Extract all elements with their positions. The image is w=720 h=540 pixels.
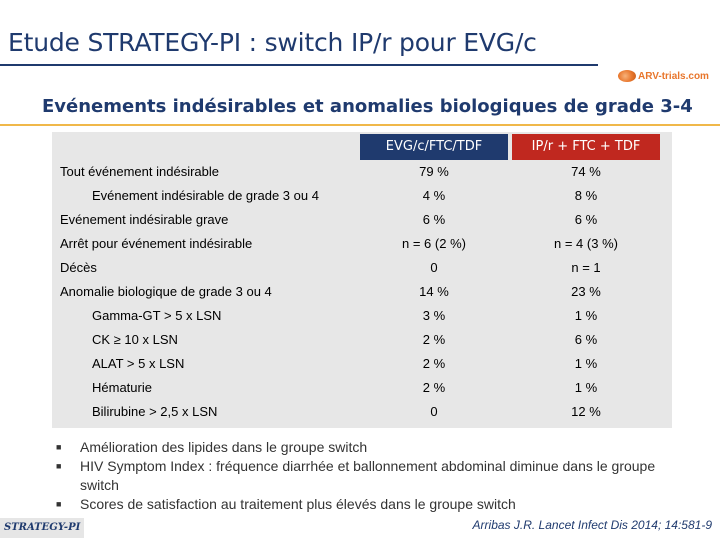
row-label: Arrêt pour événement indésirable bbox=[60, 236, 253, 251]
logo-text: ARV-trials.com bbox=[638, 70, 709, 82]
citation: Arribas J.R. Lancet Infect Dis 2014; 14:… bbox=[472, 518, 712, 532]
table-row: Anomalie biologique de grade 3 ou 4 14 % 2… bbox=[0, 282, 720, 302]
row-label: CK ≥ 10 x LSN bbox=[92, 332, 178, 347]
subtitle: Evénements indésirables et anomalies bio… bbox=[42, 96, 693, 117]
bullet-item: ■ Scores de satisfaction au traitement p… bbox=[56, 495, 680, 514]
table-row: Gamma-GT > 5 x LSN 3 % 1 % bbox=[0, 306, 720, 326]
title-divider bbox=[0, 64, 598, 66]
value-ip: 12 % bbox=[571, 404, 601, 419]
bullet-text: Amélioration des lipides dans le groupe … bbox=[80, 439, 368, 455]
row-label: Evénement indésirable de grade 3 ou 4 bbox=[92, 188, 319, 203]
square-bullet-icon: ■ bbox=[56, 461, 62, 471]
value-ip: 1 % bbox=[574, 380, 598, 395]
column-header-evg: EVG/c/FTC/TDF bbox=[360, 134, 508, 160]
value-ip: 1 % bbox=[574, 308, 598, 323]
square-bullet-icon: ■ bbox=[56, 442, 62, 452]
bullet-item: ■ HIV Symptom Index : fréquence diarrhée… bbox=[56, 457, 680, 495]
table-row: Bilirubine > 2,5 x LSN 0 12 % bbox=[0, 402, 720, 422]
row-label: Bilirubine > 2,5 x LSN bbox=[92, 404, 218, 419]
study-tag: STRATEGY-PI bbox=[0, 518, 84, 538]
row-label: Gamma-GT > 5 x LSN bbox=[92, 308, 222, 323]
value-ip: 8 % bbox=[574, 188, 598, 203]
value-evg: n = 6 (2 %) bbox=[402, 236, 466, 251]
value-evg: 3 % bbox=[422, 308, 446, 323]
table-row: Hématurie 2 % 1 % bbox=[0, 378, 720, 398]
page-title: Etude STRATEGY-PI : switch IP/r pour EVG… bbox=[8, 28, 537, 57]
column-header-ip: IP/r + FTC + TDF bbox=[512, 134, 660, 160]
row-label: ALAT > 5 x LSN bbox=[92, 356, 185, 371]
value-ip: 1 % bbox=[574, 356, 598, 371]
value-ip: n = 4 (3 %) bbox=[554, 236, 618, 251]
value-evg: 2 % bbox=[422, 356, 446, 371]
square-bullet-icon: ■ bbox=[56, 499, 62, 509]
table-row: CK ≥ 10 x LSN 2 % 6 % bbox=[0, 330, 720, 350]
logo-mark-icon bbox=[618, 70, 636, 82]
table-row: Arrêt pour événement indésirable n = 6 (2… bbox=[0, 234, 720, 254]
value-ip: 23 % bbox=[571, 284, 601, 299]
bullet-list: ■ Amélioration des lipides dans le group… bbox=[56, 438, 680, 514]
table-row: Tout événement indésirable 79 % 74 % bbox=[0, 162, 720, 182]
row-label: Anomalie biologique de grade 3 ou 4 bbox=[60, 284, 272, 299]
row-label: Décès bbox=[60, 260, 97, 275]
value-evg: 2 % bbox=[422, 380, 446, 395]
value-evg: 0 bbox=[430, 404, 438, 419]
table-row: ALAT > 5 x LSN 2 % 1 % bbox=[0, 354, 720, 374]
value-ip: 6 % bbox=[574, 212, 598, 227]
value-evg: 6 % bbox=[422, 212, 446, 227]
table-row: Evénement indésirable de grade 3 ou 4 4 %… bbox=[0, 186, 720, 206]
row-label: Tout événement indésirable bbox=[60, 164, 219, 179]
value-ip: n = 1 bbox=[571, 260, 601, 275]
value-evg: 4 % bbox=[422, 188, 446, 203]
value-ip: 6 % bbox=[574, 332, 598, 347]
arv-trials-logo: ARV-trials.com bbox=[618, 70, 709, 82]
bullet-text: HIV Symptom Index : fréquence diarrhée e… bbox=[80, 458, 656, 493]
row-label: Evénement indésirable grave bbox=[60, 212, 229, 227]
table-panel bbox=[52, 132, 672, 428]
value-evg: 2 % bbox=[422, 332, 446, 347]
table-row: Evénement indésirable grave 6 % 6 % bbox=[0, 210, 720, 230]
table-row: Décès 0 n = 1 bbox=[0, 258, 720, 278]
value-evg: 0 bbox=[430, 260, 438, 275]
subtitle-divider bbox=[0, 124, 720, 126]
value-ip: 74 % bbox=[571, 164, 601, 179]
value-evg: 79 % bbox=[419, 164, 449, 179]
bullet-item: ■ Amélioration des lipides dans le group… bbox=[56, 438, 680, 457]
row-label: Hématurie bbox=[92, 380, 152, 395]
bullet-text: Scores de satisfaction au traitement plu… bbox=[80, 496, 516, 512]
value-evg: 14 % bbox=[419, 284, 449, 299]
